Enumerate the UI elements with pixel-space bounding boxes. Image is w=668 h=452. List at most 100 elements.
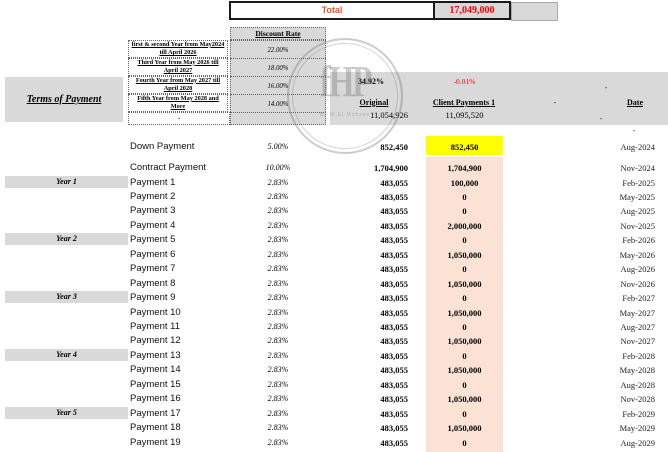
original-sum-value: 11,054,926 xyxy=(370,110,408,120)
discount-term-cell: Third Year from May 2026 till April 2027 xyxy=(128,58,228,76)
payment-date-cell: Nov-2025 xyxy=(620,220,655,231)
down-payment-highlight-cell xyxy=(426,136,503,155)
client-amount-cell: 100,000 xyxy=(450,177,479,188)
client-amount-cell: 0 xyxy=(462,350,467,361)
payment-date-cell: Feb-2027 xyxy=(622,293,655,304)
payment-date-cell: Aug-2029 xyxy=(620,437,655,448)
payment-name-cell: Payment 13 xyxy=(130,349,181,361)
client-amount-cell: 1,050,000 xyxy=(447,423,482,434)
payment-percent-cell: 2.83% xyxy=(267,249,289,259)
payment-date-cell: Aug-2028 xyxy=(620,379,655,390)
payment-date-cell: May-2028 xyxy=(619,365,655,376)
payment-date-cell: Nov-2027 xyxy=(620,336,655,347)
original-amount-cell: 483,055 xyxy=(380,235,408,246)
payment-date-cell: Aug-2026 xyxy=(620,264,655,275)
client-amount-cell: 1,050,000 xyxy=(447,278,482,289)
original-amount-cell: 1,704,900 xyxy=(374,163,408,173)
payment-percent-cell: 2.83% xyxy=(267,278,289,288)
original-amount-cell: 483,055 xyxy=(380,220,408,231)
client-amount-cell: 0 xyxy=(462,322,467,332)
payment-date-cell: Aug-2025 xyxy=(620,206,655,217)
payment-name-cell: Payment 9 xyxy=(130,292,176,304)
payment-percent-cell: 2.83% xyxy=(267,264,289,274)
original-amount-cell: 483,055 xyxy=(380,365,408,376)
payment-percent-cell: 5.00% xyxy=(267,142,289,151)
payment-percent-cell: 2.83% xyxy=(267,365,289,375)
term-footer-dash: - xyxy=(128,112,230,125)
year-label: Year 5 xyxy=(5,406,128,419)
payment-name-cell: Payment 15 xyxy=(130,378,181,390)
payment-percent-cell: 2.83% xyxy=(267,394,289,404)
client-amount-cell: 1,050,000 xyxy=(447,249,482,260)
client-amount-cell: 1,050,000 xyxy=(447,365,482,376)
rate-footer-cell xyxy=(230,112,326,125)
client-amount-cell: 2,000,000 xyxy=(447,220,482,231)
payment-percent-cell: 10.00% xyxy=(265,163,291,172)
total-label-cell: Total xyxy=(229,1,435,20)
payment-percent-cell: 2.83% xyxy=(267,322,289,331)
payment-name-cell: Payment 4 xyxy=(130,219,176,231)
payment-date-cell: May-2025 xyxy=(619,191,655,202)
dash-mark: - xyxy=(599,114,603,123)
original-percent-total: 34.92% xyxy=(358,77,384,86)
original-amount-cell: 483,055 xyxy=(380,394,408,405)
terms-of-payment-label: Terms of Payment xyxy=(5,77,123,122)
original-amount-cell: 483,055 xyxy=(380,206,408,217)
payment-percent-cell: 2.83% xyxy=(267,191,289,201)
payment-date-cell: May-2026 xyxy=(619,249,655,260)
original-amount-cell: 483,055 xyxy=(380,336,408,347)
original-amount-cell: 483,055 xyxy=(380,177,408,188)
year-label: Year 1 xyxy=(5,175,128,188)
discount-term-cell: Fifth Year from May 2028 and More xyxy=(128,94,228,112)
year-label: Year 3 xyxy=(5,291,128,304)
client-amount-cell: 0 xyxy=(462,206,467,217)
payment-date-cell: Aug-2027 xyxy=(620,322,655,332)
payment-percent-cell: 2.83% xyxy=(267,336,289,346)
original-amount-cell: 483,055 xyxy=(380,293,408,304)
summary-band xyxy=(330,72,668,125)
payment-percent-cell: 2.83% xyxy=(267,177,289,187)
payment-name-cell: Payment 5 xyxy=(130,234,176,246)
payment-name-cell: Payment 17 xyxy=(130,407,181,419)
payment-percent-cell: 2.83% xyxy=(267,307,289,317)
year-label: Year 2 xyxy=(5,233,128,246)
original-amount-cell: 483,055 xyxy=(380,191,408,202)
dash-mark: - xyxy=(553,98,557,107)
payment-name-cell: Payment 19 xyxy=(130,436,181,448)
client-sum-value: 11,095,520 xyxy=(445,110,484,120)
date-column-header: Date xyxy=(627,98,643,107)
original-amount-cell: 483,055 xyxy=(380,278,408,289)
client-amount-cell: 0 xyxy=(462,437,467,448)
client-amount-cell: 0 xyxy=(462,408,467,419)
client-percent-delta: -0.01% xyxy=(453,77,476,86)
payment-percent-cell: 2.83% xyxy=(267,379,289,389)
payment-percent-cell: 2.83% xyxy=(267,437,289,447)
client-amount-cell: 0 xyxy=(462,264,467,275)
payment-name-cell: Payment 8 xyxy=(130,277,176,289)
payment-name-cell: Contract Payment xyxy=(130,162,207,173)
payment-date-cell: Feb-2025 xyxy=(622,177,655,188)
payment-percent-cell: 2.83% xyxy=(267,293,289,303)
payment-date-cell: May-2029 xyxy=(619,423,655,434)
payment-name-cell: Payment 7 xyxy=(130,263,176,275)
payment-name-cell: Payment 18 xyxy=(130,422,181,434)
payment-date-cell: Nov-2028 xyxy=(620,394,655,405)
total-value-cell: 17,049,000 xyxy=(433,1,511,20)
client-amount-cell: 0 xyxy=(462,379,467,390)
original-amount-cell: 483,055 xyxy=(380,437,408,448)
payment-date-cell: May-2027 xyxy=(619,307,655,318)
original-amount-cell: 483,055 xyxy=(380,264,408,275)
client-amount-cell: 1,704,900 xyxy=(447,163,482,173)
payment-name-cell: Payment 2 xyxy=(130,190,176,202)
payment-date-cell: Feb-2029 xyxy=(622,408,655,419)
payment-name-cell: Payment 3 xyxy=(130,205,176,217)
client-payments-highlight-column xyxy=(426,157,503,452)
original-amount-cell: 483,055 xyxy=(380,379,408,390)
discount-rate-cell: 22.00% xyxy=(230,40,326,60)
year-label: Year 4 xyxy=(5,348,128,361)
client-amount-cell: 1,050,000 xyxy=(447,394,482,405)
client-amount-cell: 852,450 xyxy=(450,142,479,152)
discount-term-cell: Fourth Year from May 2027 till April 202… xyxy=(128,76,228,94)
payment-percent-cell: 2.83% xyxy=(267,206,289,216)
payment-name-cell: Payment 14 xyxy=(130,364,181,376)
